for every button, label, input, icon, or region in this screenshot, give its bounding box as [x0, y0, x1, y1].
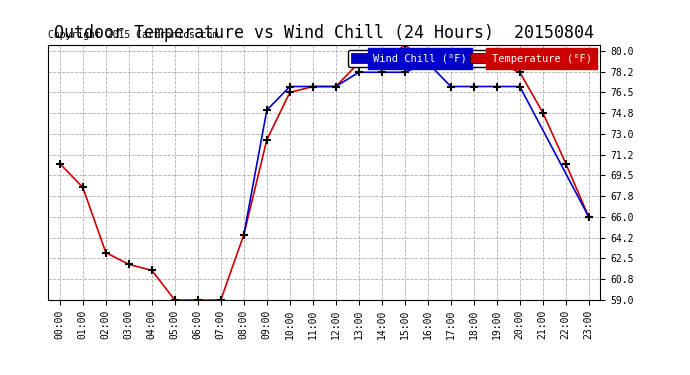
Title: Outdoor Temperature vs Wind Chill (24 Hours)  20150804: Outdoor Temperature vs Wind Chill (24 Ho… — [55, 24, 594, 42]
Legend: Wind Chill (°F), Temperature (°F): Wind Chill (°F), Temperature (°F) — [348, 50, 595, 67]
Text: Copyright 2015 Cartronics.com: Copyright 2015 Cartronics.com — [48, 30, 219, 40]
